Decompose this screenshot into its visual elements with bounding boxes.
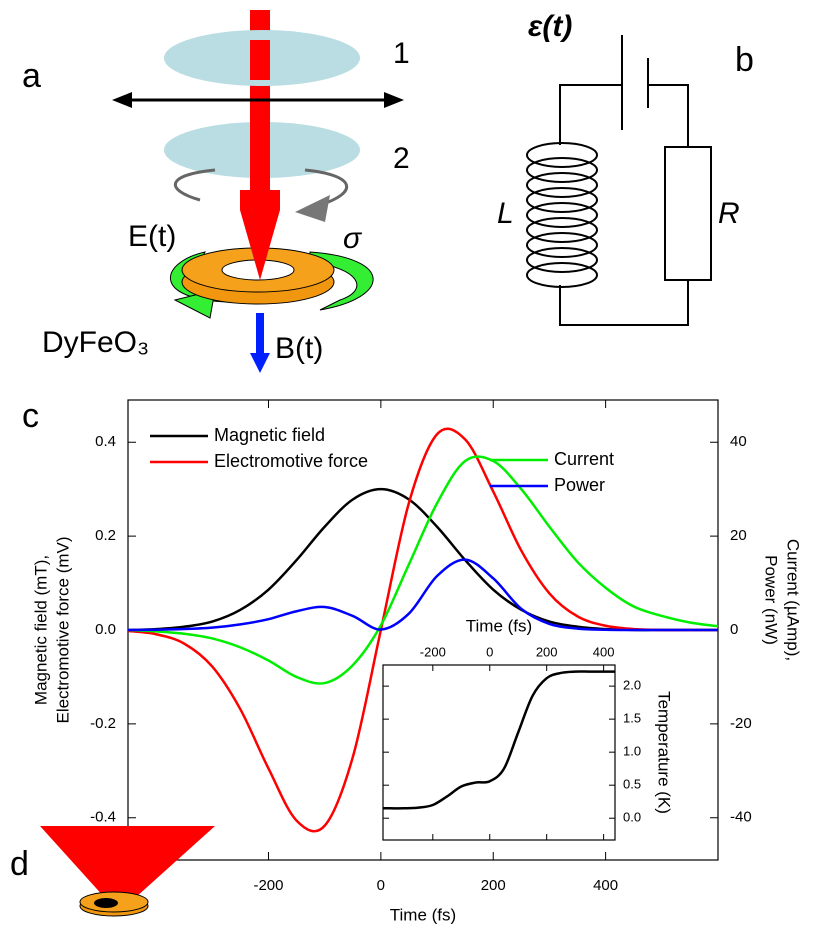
sigma-label: σ [343, 222, 363, 255]
panel-label: d [10, 845, 29, 883]
laser-arrow [240, 190, 280, 280]
inductor-label: L [497, 197, 514, 230]
resistor-label: R [718, 197, 740, 230]
inset-x-axis-title: Time (fs) [466, 616, 532, 635]
material-label: DyFeO₃ [42, 326, 149, 359]
rotation-arrow [173, 168, 216, 202]
legend-label: Current [554, 449, 614, 469]
wire [559, 280, 689, 326]
hot-spot [94, 898, 118, 908]
wire [559, 84, 622, 145]
y2-tick-label: 0 [730, 621, 738, 638]
panel-label: b [735, 41, 754, 79]
arrowhead [295, 195, 330, 222]
series-line [127, 427, 718, 833]
x-tick-label: 0 [377, 877, 385, 894]
series-line [127, 487, 718, 632]
bfield-label: B(t) [275, 332, 323, 365]
inset-x-tick-label: -200 [420, 644, 446, 659]
coil [526, 142, 598, 288]
panel-label: a [22, 57, 41, 95]
arrowhead [384, 92, 404, 108]
arrowhead [250, 353, 270, 373]
y2-axis-title: Current (µAmp), [784, 539, 803, 661]
circuit-diagram [526, 35, 712, 326]
inset-x-tick-label: 400 [593, 644, 615, 659]
series-line [127, 558, 718, 632]
y2-tick-label: 20 [730, 527, 747, 544]
y-axis-title: Magnetic field (mT), [31, 555, 50, 705]
inset-x-tick-label: 200 [536, 644, 558, 659]
x-tick-label: -200 [253, 877, 283, 894]
lens-label: 1 [393, 37, 410, 70]
laser-cone [40, 826, 215, 898]
efield-label: E(t) [128, 220, 176, 253]
y-tick-label: -0.4 [90, 809, 116, 826]
inset-y-tick-label: 0.5 [623, 777, 641, 792]
wire [648, 84, 689, 147]
y2-axis-title: Power (nW) [762, 555, 781, 645]
resistor [664, 146, 712, 281]
inset-y-tick-label: 0.0 [623, 810, 641, 825]
inset-y-tick-label: 1.0 [623, 744, 641, 759]
inset-y-tick-label: 2.0 [623, 678, 641, 693]
lens-label: 2 [393, 142, 410, 175]
inset-y-axis-title: Temperature (K) [655, 691, 674, 814]
y-tick-label: 0.4 [95, 433, 116, 450]
b-arrow [256, 313, 264, 353]
illumination-diagram [40, 826, 215, 917]
series-line [383, 670, 615, 810]
inset-y-tick-label: 1.5 [623, 711, 641, 726]
legend-label: Magnetic field [214, 425, 325, 445]
arrowhead [112, 92, 132, 108]
emf-label: ε(t) [528, 10, 572, 43]
field-arrow [309, 251, 374, 311]
y2-tick-label: -20 [730, 715, 752, 732]
x-axis-title: Time (fs) [390, 905, 456, 924]
panel-label: c [22, 397, 39, 435]
x-tick-label: 400 [593, 877, 618, 894]
series-line [127, 455, 719, 685]
y2-tick-label: -40 [730, 809, 752, 826]
optics-diagram [112, 10, 404, 373]
y-axis-title: Electromotive force (mV) [53, 536, 72, 723]
inset-x-tick-label: 0 [486, 644, 493, 659]
laser-beam [250, 118, 270, 180]
x-tick-label: 200 [481, 877, 506, 894]
inset-frame [382, 664, 616, 841]
y-tick-label: -0.2 [90, 715, 116, 732]
legend-label: Power [554, 475, 605, 495]
legend-label: Electromotive force [214, 451, 368, 471]
y2-tick-label: 40 [730, 433, 747, 450]
y-tick-label: 0.2 [95, 527, 116, 544]
y-tick-label: 0.0 [95, 621, 116, 638]
rotation-arrow [304, 168, 349, 207]
laser-beam [250, 40, 270, 80]
